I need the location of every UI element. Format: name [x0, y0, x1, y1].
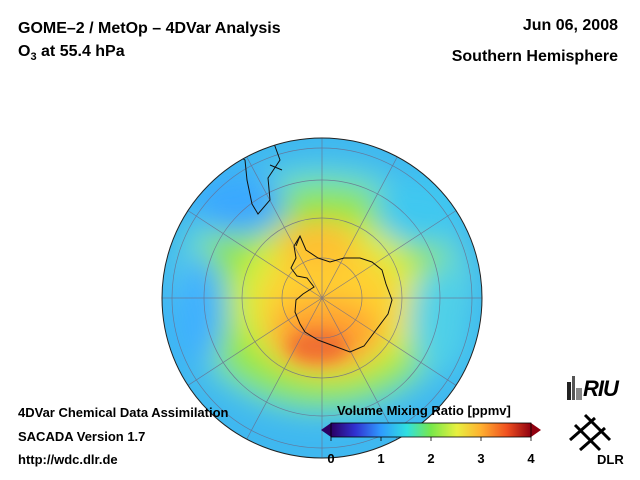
species-subscript: 3 [30, 51, 37, 64]
plot-title: GOME–2 / MetOp – 4DVar Analysis [18, 20, 281, 37]
dlr-logo-text: DLR [597, 452, 624, 467]
colorbar-tick-0: 0 [327, 451, 335, 466]
colorbar-tick-3: 3 [477, 451, 485, 466]
colorbar-max-arrow [531, 423, 541, 437]
date-label: Jun 06, 2008 [522, 17, 618, 34]
species-label: O3 at 55.4 hPa [18, 43, 125, 63]
colorbar-gradient [331, 423, 531, 437]
footer-url[interactable]: http://wdc.dlr.de [18, 452, 118, 467]
colorbar-tick-4: 4 [527, 451, 535, 466]
footer-version: SACADA Version 1.7 [18, 429, 146, 444]
colorbar-tick-2: 2 [427, 451, 435, 466]
colorbar-tick-1: 1 [377, 451, 385, 466]
graticule [162, 138, 482, 458]
globe-outline [161, 137, 483, 459]
hemisphere-label: Southern Hemisphere [451, 48, 618, 65]
colorbar-min-arrow [321, 423, 331, 437]
pressure-level: at 55.4 hPa [36, 43, 125, 60]
species-symbol: O [18, 43, 31, 60]
riu-logo-text: RIU [583, 376, 619, 401]
colorbar [321, 422, 541, 441]
colorbar-label: Volume Mixing Ratio [ppmv] [337, 403, 511, 418]
footer-assimilation: 4DVar Chemical Data Assimilation [18, 405, 229, 420]
riu-logo-icon [567, 376, 582, 400]
dlr-logo-icon [569, 413, 612, 452]
